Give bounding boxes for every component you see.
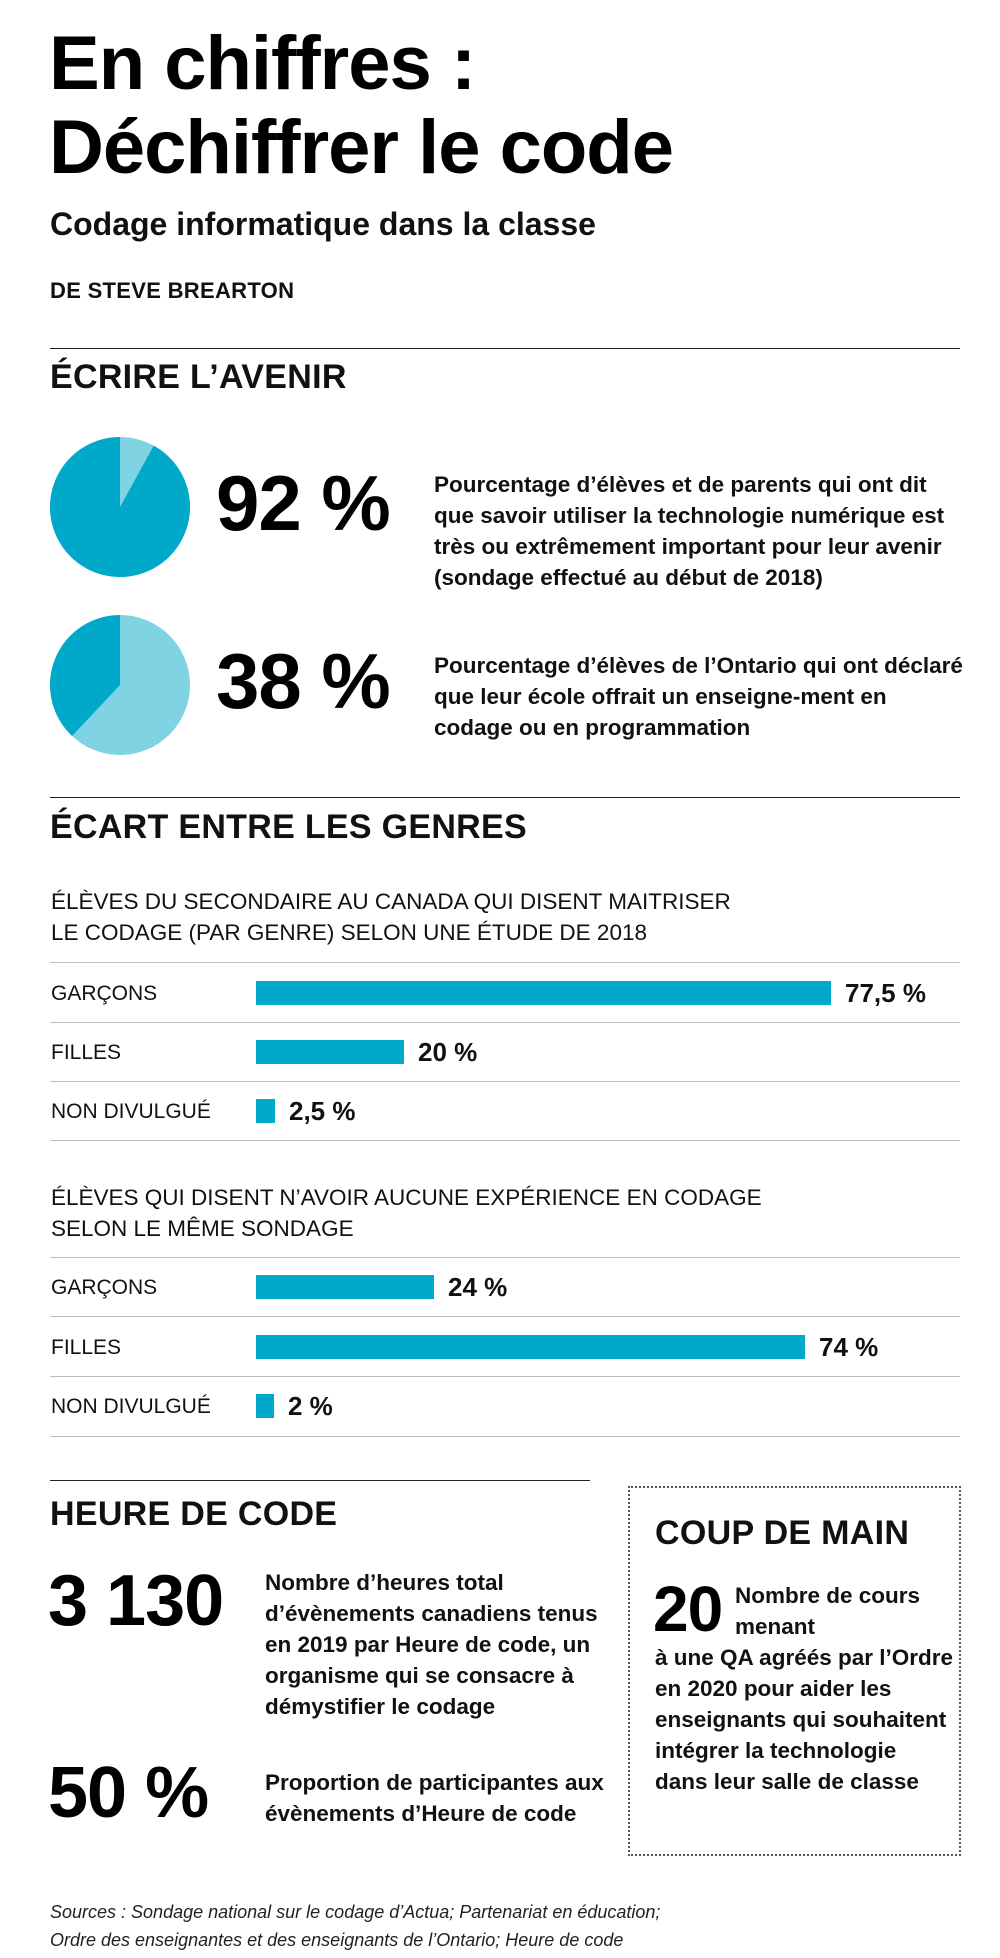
row-divider (50, 1022, 960, 1023)
title-line-1: En chiffres : (49, 21, 476, 106)
bar-filles-maitrise (256, 1040, 404, 1064)
bar-chart-2-title: ÉLÈVES QUI DISENT N’AVOIR AUCUNE EXPÉRIE… (51, 1182, 762, 1244)
stat-value-38: 38 % (216, 637, 391, 725)
bar-value-filles: 20 % (418, 1037, 478, 1067)
bar-value-non-divulgue: 2,5 % (289, 1096, 356, 1126)
bar-value-non-divulgue: 2 % (288, 1391, 333, 1421)
pie-chart-92 (50, 437, 190, 577)
row-divider (50, 1140, 960, 1141)
bar-non-divulgue-aucune-experience (256, 1394, 274, 1418)
bar-value-filles: 74 % (819, 1332, 879, 1362)
stat-description-20-rest: à une QA agréés par l’Ordre en 2020 pour… (655, 1645, 954, 1794)
bar-label-filles: FILLES (51, 1336, 122, 1359)
byline: DE STEVE BREARTON (50, 278, 295, 303)
bar-garcons-aucune-experience (256, 1275, 434, 1299)
pie-chart-38 (50, 615, 190, 755)
bar-non-divulgue-maitrise (256, 1099, 275, 1123)
page-subtitle: Codage informatique dans la classe (50, 206, 596, 242)
bar-label-non-divulgue: NON DIVULGUÉ (51, 1100, 211, 1123)
row-divider (50, 1436, 960, 1437)
stat-value-50: 50 % (48, 1753, 209, 1833)
bar-filles-aucune-experience (256, 1335, 805, 1359)
section-heading-heure: HEURE DE CODE (50, 1495, 338, 1533)
stat-description-20-start: Nombre de cours menant (735, 1583, 921, 1639)
divider (50, 1480, 590, 1481)
bar-chart-2-title-line-1: ÉLÈVES QUI DISENT N’AVOIR AUCUNE EXPÉRIE… (51, 1185, 762, 1210)
stat-value-20: 20 (653, 1573, 723, 1645)
bar-chart-1-title-line-1: ÉLÈVES DU SECONDAIRE AU CANADA QUI DISEN… (51, 889, 731, 914)
stat-description-50: Proportion de participantes aux évènemen… (265, 1770, 604, 1826)
stat-value-92: 92 % (216, 459, 391, 547)
section-heading-avenir: ÉCRIRE L’AVENIR (50, 358, 347, 396)
bar-label-filles: FILLES (51, 1041, 122, 1064)
bar-chart-1-title-line-2: LE CODAGE (PAR GENRE) SELON UNE ÉTUDE DE… (51, 920, 647, 945)
title-line-2: Déchiffrer le code (49, 105, 674, 190)
sources: Sources : Sondage national sur le codage… (50, 1898, 950, 1954)
bar-label-garcons: GARÇONS (51, 1276, 158, 1299)
pie-slice-main (50, 437, 190, 577)
stat-description-38: Pourcentage d’élèves de l’Ontario qui on… (434, 653, 963, 740)
stat-description-3130: Nombre d’heures total d’évènements canad… (265, 1570, 598, 1719)
coup-de-main-box (628, 1486, 961, 1856)
row-divider (50, 1257, 960, 1258)
page-title: En chiffres : Déchiffrer le code (49, 21, 674, 190)
section-heading-genres: ÉCART ENTRE LES GENRES (50, 808, 527, 846)
bar-label-garcons: GARÇONS (51, 982, 158, 1005)
bar-label-non-divulgue: NON DIVULGUÉ (51, 1395, 211, 1418)
bar-value-garcons: 77,5 % (845, 978, 926, 1008)
stat-value-3130: 3 130 (48, 1561, 224, 1641)
divider (50, 348, 960, 349)
pie-slice-main (50, 615, 120, 737)
sources-line-2: Ordre des enseignantes et des enseignant… (50, 1930, 624, 1950)
row-divider (50, 1376, 960, 1377)
divider (50, 797, 960, 798)
row-divider (50, 1081, 960, 1082)
bar-garcons-maitrise (256, 981, 831, 1005)
stat-description-92: Pourcentage d’élèves et de parents qui o… (434, 472, 945, 590)
bar-chart-2-title-line-2: SELON LE MÊME SONDAGE (51, 1216, 354, 1241)
row-divider (50, 962, 960, 963)
sources-line-1: Sources : Sondage national sur le codage… (50, 1902, 661, 1922)
row-divider (50, 1316, 960, 1317)
bar-value-garcons: 24 % (448, 1272, 508, 1302)
bar-chart-1-title: ÉLÈVES DU SECONDAIRE AU CANADA QUI DISEN… (51, 886, 731, 948)
section-heading-coup: COUP DE MAIN (655, 1514, 910, 1552)
